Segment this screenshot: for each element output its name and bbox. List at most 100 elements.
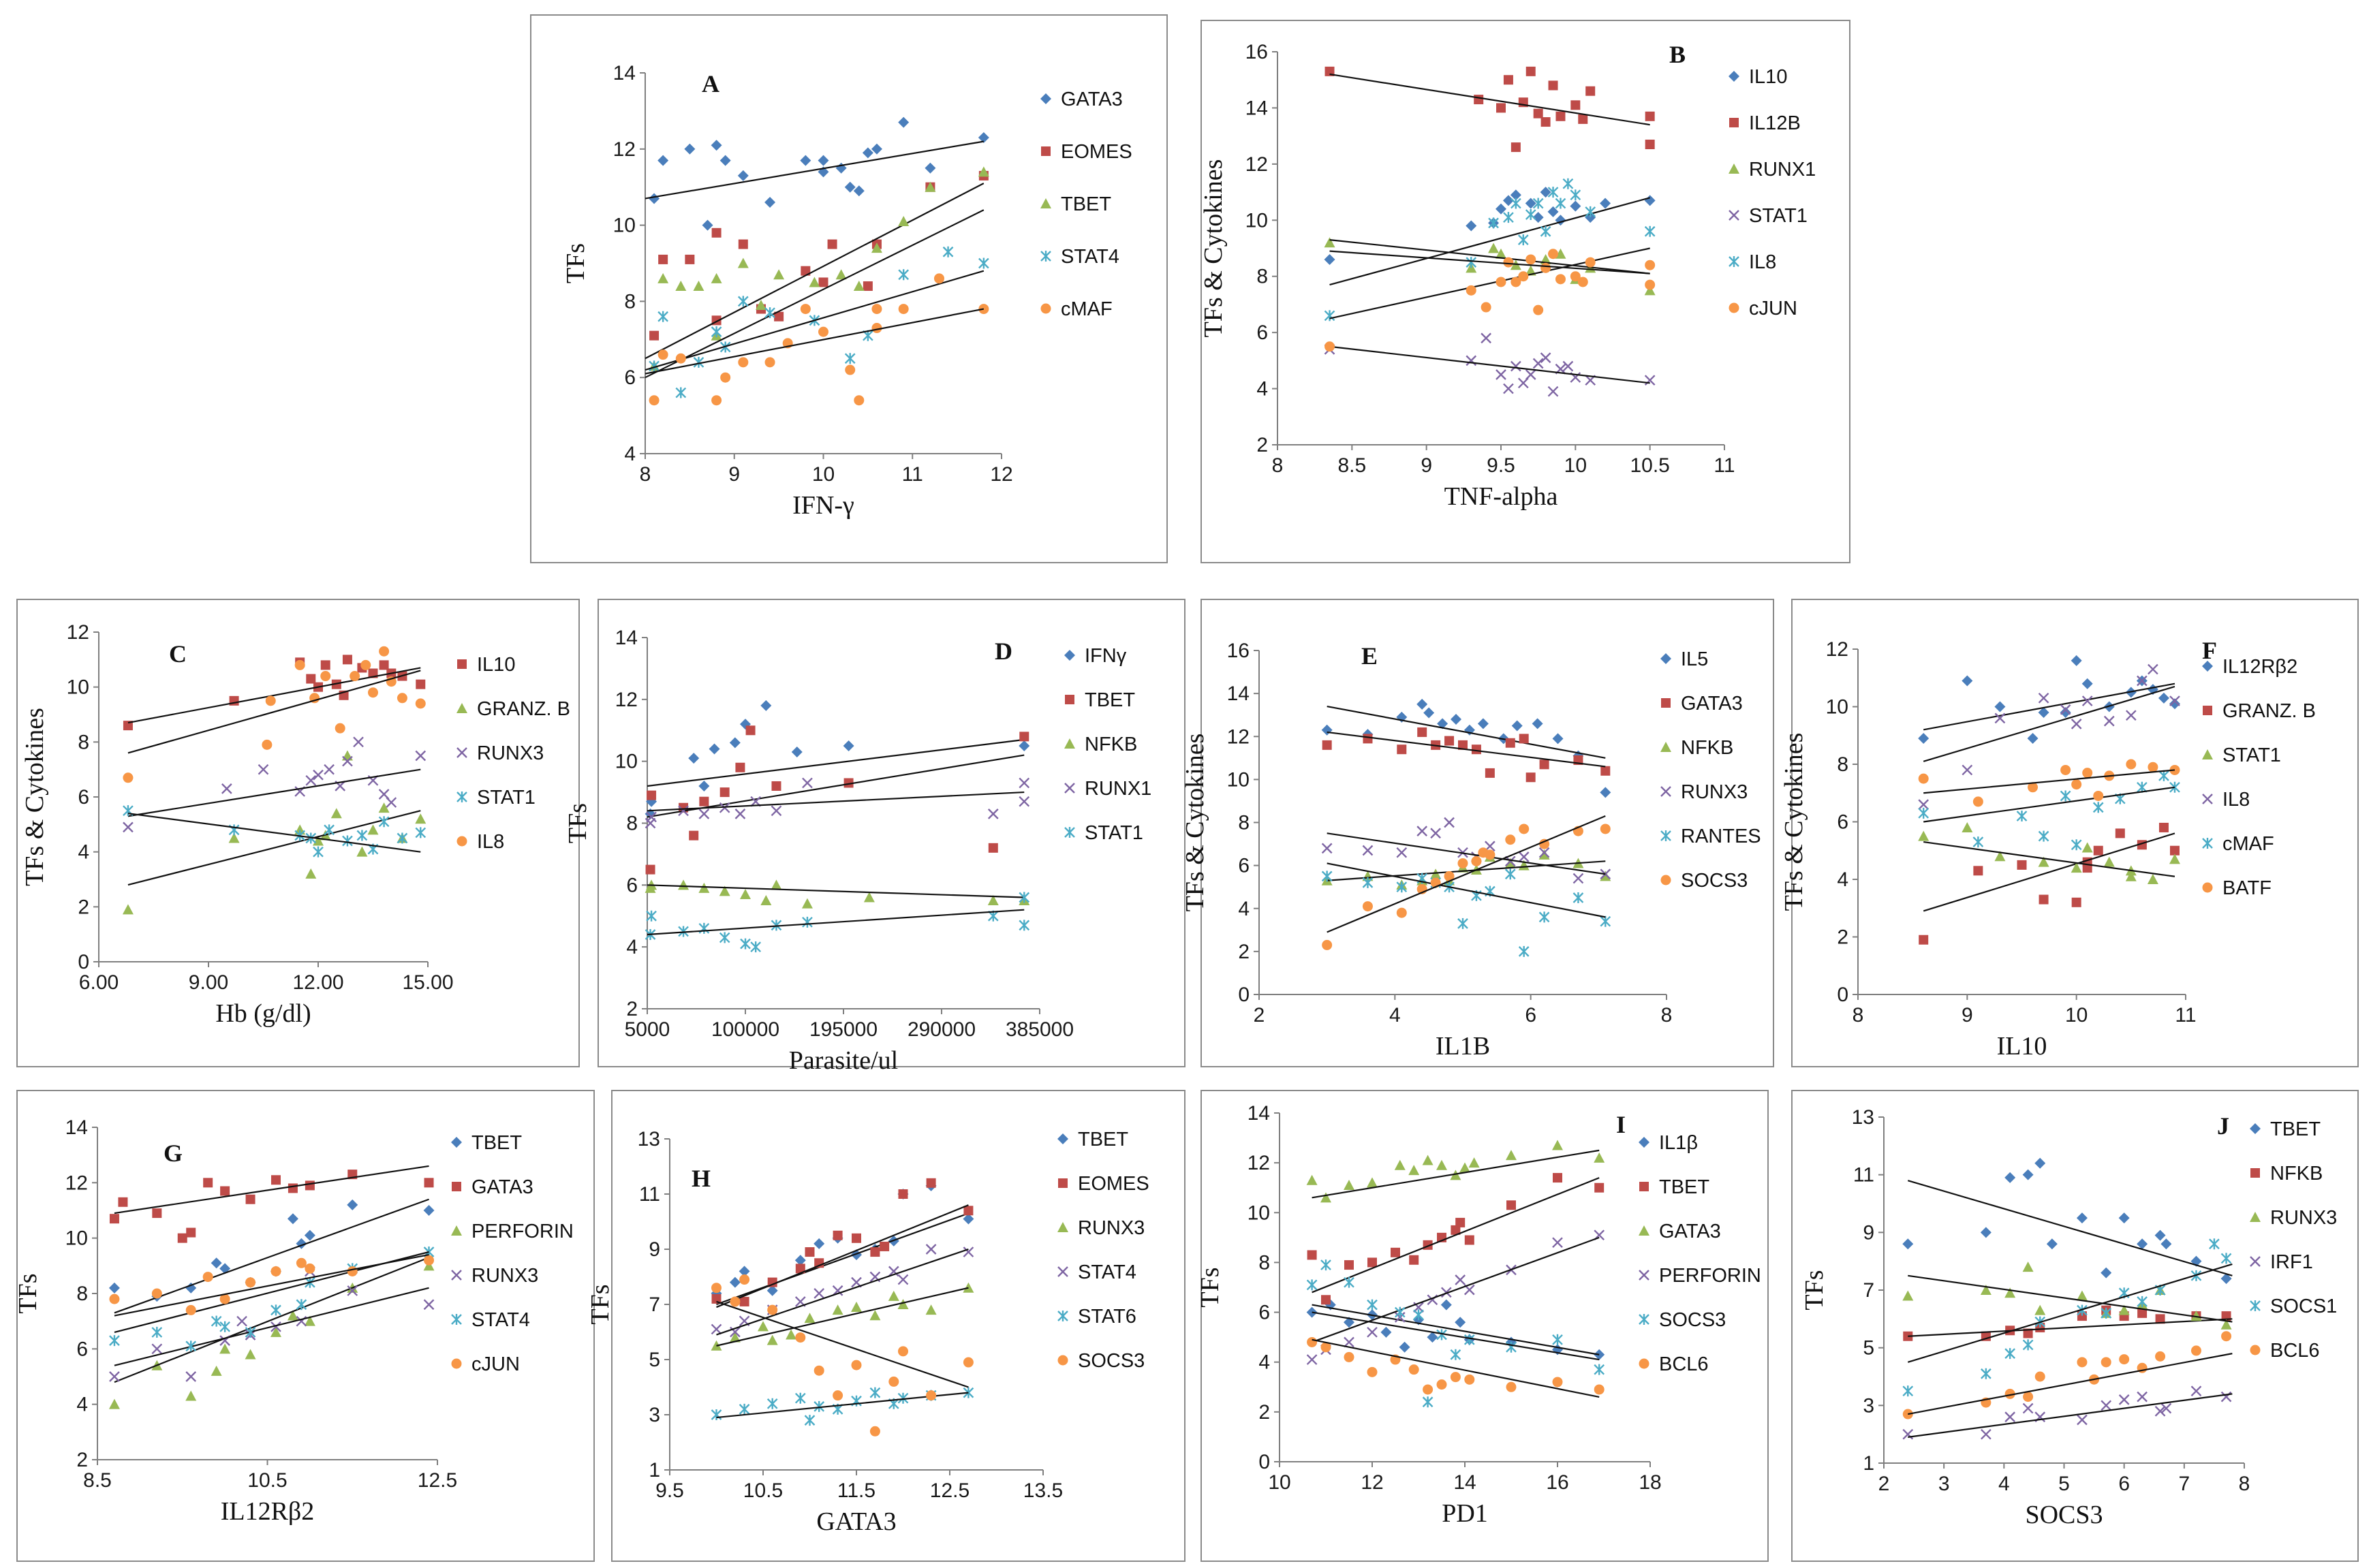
- data-point: [1451, 714, 1462, 725]
- panel-letter: C: [169, 640, 187, 668]
- data-point: [897, 1299, 909, 1309]
- legend-marker: [1639, 1225, 1649, 1236]
- trendline: [645, 270, 985, 371]
- y-tick-label: 16: [1227, 640, 1250, 662]
- series-STAT6: [711, 1387, 974, 1426]
- data-point: [1481, 302, 1491, 313]
- data-point: [1918, 799, 1930, 810]
- trendline: [1327, 860, 1606, 881]
- data-point: [813, 1238, 825, 1249]
- legend-marker: [2250, 1345, 2261, 1355]
- y-tick-label: 6: [1258, 1302, 1270, 1324]
- panel-C: 0 2 4 6 8 10 12 6.00 9.00 12.00 15.00 Hb (g/dl) TFs …: [16, 599, 580, 1067]
- legend-label: GRANZ. B: [2222, 700, 2316, 722]
- panel-frame: [611, 1090, 1186, 1562]
- data-point: [898, 269, 910, 281]
- y-tick-label: 8: [78, 731, 89, 753]
- data-point: [1645, 279, 1656, 290]
- data-point: [423, 1205, 435, 1216]
- x-tick-label: 4: [1389, 1004, 1401, 1026]
- data-point: [109, 1293, 120, 1304]
- data-point: [942, 246, 954, 257]
- data-point: [1594, 1384, 1605, 1395]
- data-point: [2060, 790, 2071, 802]
- data-point: [219, 1293, 230, 1304]
- data-point: [305, 868, 317, 879]
- data-point: [933, 273, 944, 284]
- data-point: [1478, 847, 1489, 858]
- data-point: [424, 1178, 434, 1188]
- data-point: [1510, 360, 1521, 372]
- data-point: [151, 1343, 163, 1355]
- data-point: [1503, 257, 1514, 268]
- legend-marker: [1660, 786, 1671, 797]
- y-tick-label: 12: [1248, 1152, 1270, 1174]
- data-point: [1436, 1379, 1447, 1390]
- data-point: [773, 269, 785, 280]
- data-point: [2137, 1296, 2148, 1307]
- legend-label: NFKB: [1681, 737, 1733, 759]
- legend-marker: [1064, 650, 1075, 661]
- series-RUNX1: [1324, 237, 1656, 296]
- legend-label: TBET: [2270, 1118, 2321, 1140]
- data-point: [320, 671, 331, 682]
- legend-label: IL12B: [1749, 112, 1801, 134]
- data-point: [1525, 198, 1536, 209]
- trendline: [716, 1204, 969, 1308]
- x-tick-label: 6.00: [79, 971, 119, 994]
- data-point: [2155, 1351, 2166, 1362]
- data-point: [684, 143, 696, 155]
- data-point: [1396, 847, 1408, 858]
- data-point: [1457, 858, 1468, 868]
- data-point: [657, 349, 668, 360]
- data-point: [1416, 698, 1428, 710]
- data-point: [270, 1266, 281, 1276]
- x-axis-title: Parasite/ul: [789, 1046, 898, 1075]
- legend-label: GATA3: [1061, 89, 1123, 110]
- data-point: [2023, 1328, 2033, 1338]
- series-IRF1: [1902, 1385, 2233, 1440]
- data-point: [1555, 198, 1566, 209]
- y-tick-label: 12: [65, 1172, 88, 1194]
- series-PERFORIN: [1306, 1229, 1605, 1365]
- legend-label: cMAF: [2222, 833, 2274, 855]
- data-point: [1380, 1326, 1392, 1338]
- x-tick-label: 11.5: [837, 1479, 875, 1502]
- data-point: [1578, 114, 1588, 124]
- data-point: [1344, 1260, 1354, 1270]
- y-tick-label: 4: [626, 936, 638, 958]
- data-point: [1324, 253, 1335, 265]
- data-point: [853, 281, 865, 292]
- data-point: [987, 895, 999, 906]
- legend-marker: [2202, 794, 2213, 804]
- data-point: [2071, 719, 2082, 730]
- legend-label: IL10: [1749, 66, 1787, 88]
- data-point: [2004, 1411, 2015, 1423]
- trendline: [114, 1257, 429, 1383]
- legend-label: BCL6: [1659, 1353, 1709, 1375]
- data-point: [852, 1233, 861, 1243]
- y-tick-label: 14: [1227, 683, 1250, 705]
- data-point: [2190, 1311, 2202, 1321]
- data-point: [2154, 1405, 2166, 1417]
- trendline: [1908, 1274, 2233, 1323]
- data-point: [1321, 1295, 1331, 1305]
- trendline: [1327, 815, 1606, 933]
- data-point: [2060, 706, 2071, 718]
- trendline: [1327, 832, 1606, 875]
- data-point: [844, 353, 856, 364]
- data-point: [2023, 1392, 2034, 1402]
- legend-marker: [1639, 1270, 1649, 1281]
- data-point: [800, 155, 811, 166]
- series-PERFORIN: [108, 1257, 435, 1409]
- legend-label: cJUN: [1749, 298, 1797, 319]
- data-point: [869, 1426, 880, 1437]
- data-point: [647, 790, 657, 800]
- data-point: [1540, 352, 1551, 364]
- y-tick-label: 14: [615, 627, 638, 649]
- data-point: [1391, 1247, 1400, 1257]
- data-point: [2220, 1273, 2232, 1285]
